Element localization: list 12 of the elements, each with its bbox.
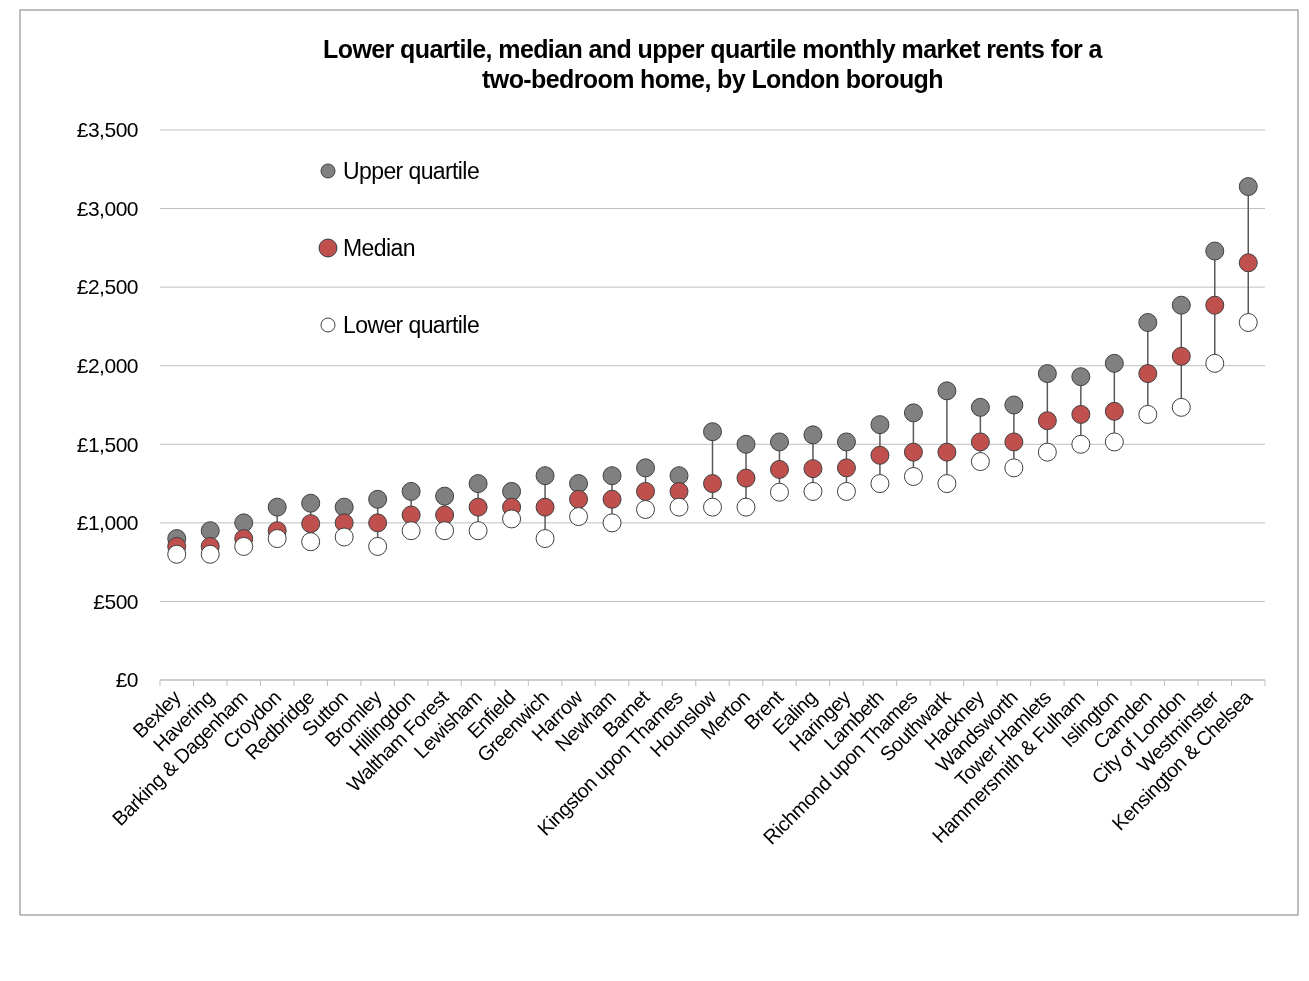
y-tick-label: £3,500 — [76, 118, 138, 142]
legend-label: Upper quartile — [343, 158, 480, 185]
y-tick-label: £2,500 — [76, 275, 138, 299]
legend-label: Median — [343, 235, 415, 262]
y-tick-label: £0 — [115, 668, 138, 692]
y-tick-label: £2,000 — [76, 354, 138, 378]
chart-title: Lower quartile, median and upper quartile monthly market rents for a two-bedroom home, by London borough — [323, 35, 1104, 93]
y-tick-label: £3,000 — [76, 196, 138, 220]
legend-label: Lower quartile — [343, 312, 480, 339]
y-tick-label: £1,000 — [76, 511, 138, 535]
y-tick-label: £500 — [93, 589, 138, 613]
y-tick-label: £1,500 — [76, 432, 138, 456]
